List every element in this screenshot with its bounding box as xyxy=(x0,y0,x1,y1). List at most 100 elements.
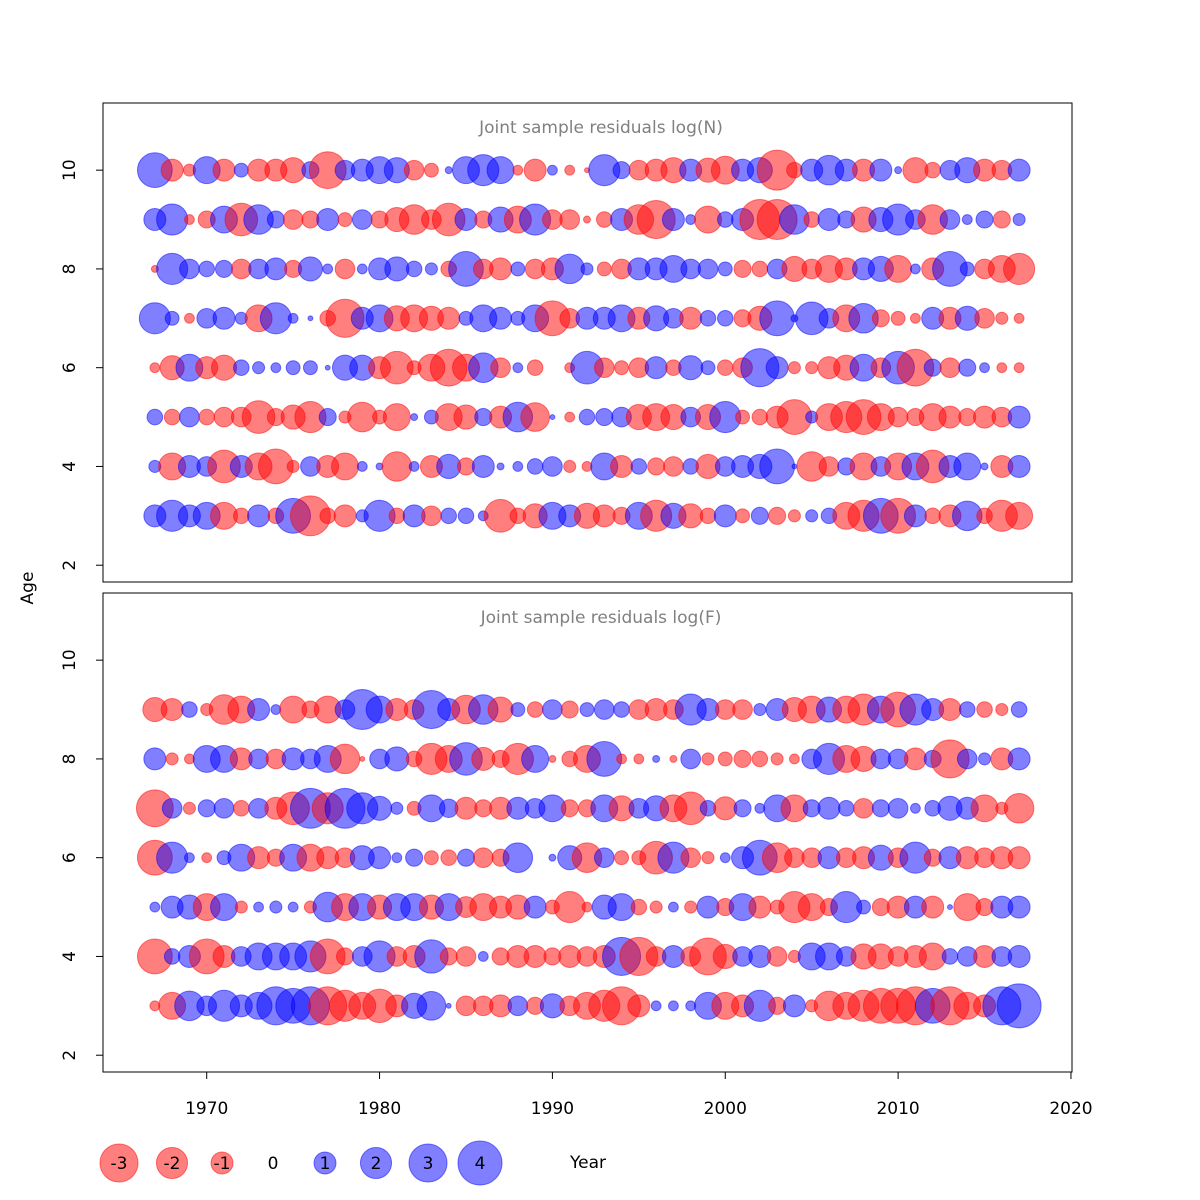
bubble xyxy=(579,702,595,717)
bubble xyxy=(959,261,975,277)
bubble xyxy=(542,699,563,720)
bubble xyxy=(214,259,234,278)
bubble xyxy=(405,848,424,867)
bubble xyxy=(923,358,942,377)
legend-bubble xyxy=(313,1151,337,1175)
bubble xyxy=(630,458,648,475)
bubble xyxy=(716,211,734,228)
bubble xyxy=(699,507,717,525)
bubble xyxy=(179,406,200,428)
bubble xyxy=(548,754,557,763)
bubble xyxy=(713,796,738,821)
bubble xyxy=(593,847,615,869)
legend-bubble xyxy=(359,1146,393,1180)
bubble xyxy=(699,310,717,327)
bubble xyxy=(423,850,439,866)
bubble xyxy=(680,847,702,869)
bubble xyxy=(751,260,769,278)
bubble xyxy=(979,362,990,374)
bubble xyxy=(766,946,788,967)
bubble xyxy=(252,361,266,375)
y-tick-label: 6 xyxy=(60,852,80,863)
bubble xyxy=(719,852,731,864)
x-axis-label: Year xyxy=(569,1153,606,1173)
y-tick-label: 2 xyxy=(60,560,80,571)
bubble xyxy=(593,357,615,379)
legend-bubble xyxy=(457,1140,503,1186)
bubble xyxy=(247,846,271,870)
bubble xyxy=(679,306,703,330)
bubble xyxy=(523,944,547,968)
panel-frame xyxy=(102,102,1073,583)
bubble xyxy=(939,209,961,230)
bubble xyxy=(1010,701,1028,718)
bubble xyxy=(787,361,801,375)
y-axis-label: Age xyxy=(18,572,38,605)
x-tick-label: 2010 xyxy=(876,1099,919,1119)
bubble xyxy=(477,951,489,962)
bubble xyxy=(424,262,438,276)
bubble xyxy=(733,259,752,278)
bubble xyxy=(179,258,200,280)
bubble xyxy=(713,504,737,528)
bubble xyxy=(975,210,994,229)
bubble xyxy=(182,801,196,815)
bubble xyxy=(454,796,478,820)
bubble xyxy=(156,203,189,236)
bubble xyxy=(542,209,563,230)
bubble xyxy=(970,794,999,823)
bubble xyxy=(818,456,840,477)
bubble xyxy=(384,256,410,282)
bubble xyxy=(751,408,769,426)
bubble xyxy=(455,995,477,1017)
bubble xyxy=(735,508,751,524)
bubble xyxy=(817,796,841,820)
legend-bubble xyxy=(99,1143,139,1183)
bubble xyxy=(958,358,977,377)
bubble xyxy=(384,746,410,772)
bubble xyxy=(733,749,752,768)
bubble xyxy=(614,850,630,866)
bubble xyxy=(213,797,235,819)
bubble xyxy=(697,258,719,280)
bubble xyxy=(753,703,767,717)
x-tick-label: 2000 xyxy=(704,1099,747,1119)
bubble xyxy=(903,747,927,771)
bubble xyxy=(887,406,909,428)
bubble xyxy=(680,258,702,280)
bubble xyxy=(974,307,995,329)
bubble xyxy=(805,509,819,523)
legend-label: 2 xyxy=(371,1154,382,1174)
bubble xyxy=(1012,213,1026,227)
bubble xyxy=(523,895,547,919)
bubble xyxy=(595,408,614,427)
bubble xyxy=(644,356,668,380)
bubble xyxy=(510,261,526,277)
bubble xyxy=(732,699,753,720)
bubble xyxy=(890,310,906,326)
y-tick-label: 8 xyxy=(60,754,80,765)
bubble xyxy=(958,701,976,718)
bubble xyxy=(559,209,581,230)
bubble xyxy=(786,161,803,179)
bubble xyxy=(164,310,180,326)
bubble xyxy=(421,505,442,527)
bubble xyxy=(788,753,800,765)
bubble xyxy=(765,356,789,380)
bubble xyxy=(512,164,524,176)
bubble xyxy=(542,456,563,477)
bubble xyxy=(887,797,909,819)
bubble xyxy=(938,698,962,722)
bubble xyxy=(735,409,751,425)
bubble xyxy=(184,214,195,225)
bubble xyxy=(410,413,419,422)
bubble xyxy=(554,253,585,285)
bubble xyxy=(610,454,634,478)
bubble xyxy=(759,448,796,485)
bubble xyxy=(160,158,184,182)
bubble xyxy=(716,310,734,327)
bubble xyxy=(650,1000,662,1012)
bubble xyxy=(750,506,769,525)
bubble xyxy=(563,459,577,473)
bubble xyxy=(282,209,304,230)
